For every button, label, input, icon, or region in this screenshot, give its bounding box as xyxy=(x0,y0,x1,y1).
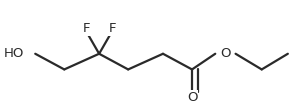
Text: O: O xyxy=(187,91,197,104)
Text: F: F xyxy=(108,22,116,34)
Text: O: O xyxy=(220,47,231,60)
Text: HO: HO xyxy=(3,47,24,60)
Text: F: F xyxy=(82,22,90,34)
